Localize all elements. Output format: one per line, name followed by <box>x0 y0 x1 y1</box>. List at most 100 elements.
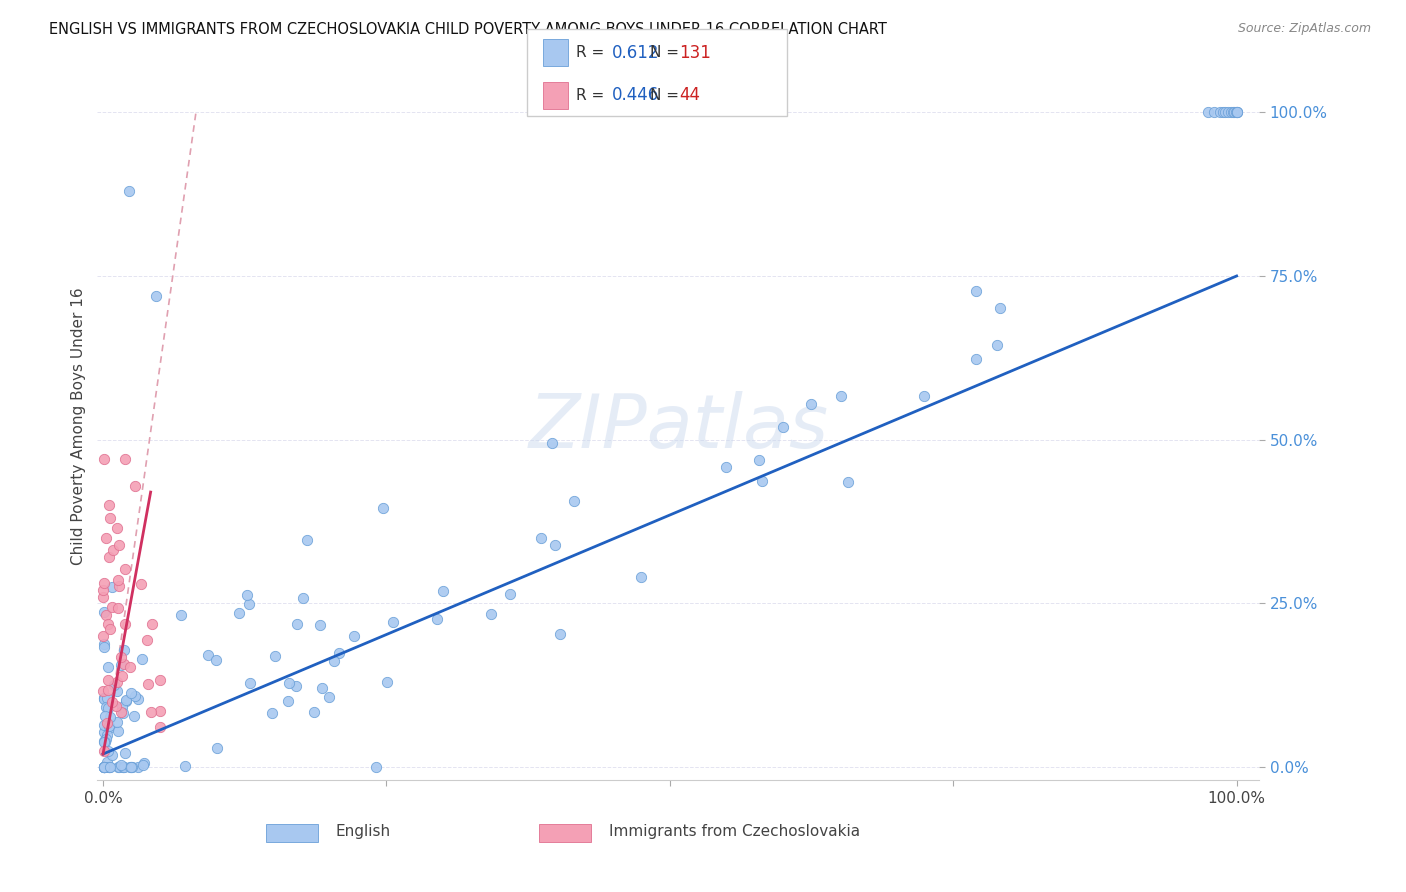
Point <box>138 677 160 691</box>
Point <box>118 660 141 674</box>
Point <box>174 758 197 772</box>
Point <box>97 683 120 698</box>
Point <box>118 184 141 198</box>
Point <box>120 760 142 774</box>
Point <box>93 691 115 706</box>
Point <box>292 591 315 605</box>
Point <box>94 531 117 545</box>
Point <box>141 617 163 632</box>
Point <box>112 642 135 657</box>
Point <box>97 744 120 758</box>
Point <box>318 690 340 704</box>
Point <box>94 699 117 714</box>
Point <box>122 709 145 723</box>
Point <box>96 691 118 706</box>
Point <box>103 678 125 692</box>
Point <box>91 629 114 643</box>
Point <box>120 760 142 774</box>
Point <box>101 580 124 594</box>
Point <box>93 637 115 651</box>
Point <box>91 583 114 598</box>
Text: 0.612: 0.612 <box>612 44 659 62</box>
Point <box>107 579 129 593</box>
Point <box>96 732 118 747</box>
Point <box>108 538 131 552</box>
Point <box>322 654 344 668</box>
Point <box>1226 105 1249 120</box>
Point <box>100 622 122 636</box>
Point <box>630 570 652 584</box>
Point <box>98 550 121 565</box>
Point <box>110 699 132 714</box>
Y-axis label: Child Poverty Among Boys Under 16: Child Poverty Among Boys Under 16 <box>72 288 86 566</box>
Point <box>121 760 143 774</box>
Text: R =: R = <box>576 45 610 60</box>
Point <box>93 760 115 774</box>
Point <box>97 760 120 774</box>
Point <box>97 700 120 714</box>
Point <box>98 719 121 733</box>
Point <box>207 741 229 756</box>
Point <box>1212 105 1234 120</box>
Point <box>302 706 325 720</box>
Point <box>93 760 115 774</box>
Point <box>110 757 132 772</box>
Point <box>278 675 301 690</box>
Point <box>309 618 332 632</box>
Point <box>97 660 120 674</box>
Point <box>426 612 449 626</box>
Point <box>108 760 131 774</box>
Point <box>295 533 318 548</box>
Point <box>714 459 737 474</box>
Point <box>101 694 124 708</box>
Point <box>127 760 149 774</box>
Text: N =: N = <box>650 45 683 60</box>
Point <box>149 720 172 734</box>
Point <box>97 760 120 774</box>
Text: N =: N = <box>650 88 683 103</box>
Point <box>93 575 115 590</box>
FancyBboxPatch shape <box>266 824 318 842</box>
Point <box>127 692 149 706</box>
Point <box>93 734 115 748</box>
Point <box>93 640 115 654</box>
Point <box>112 760 135 774</box>
Point <box>110 650 132 665</box>
Point <box>479 607 502 621</box>
Point <box>111 760 134 774</box>
Point <box>96 716 118 731</box>
Point <box>205 652 228 666</box>
Point <box>96 756 118 770</box>
Point <box>311 681 333 695</box>
Point <box>988 301 1011 316</box>
Point <box>364 760 387 774</box>
Point <box>111 669 134 683</box>
Point <box>98 511 121 525</box>
Point <box>114 616 136 631</box>
Point <box>1202 105 1225 120</box>
Point <box>986 338 1008 352</box>
Point <box>94 709 117 723</box>
Point <box>110 657 132 672</box>
Point <box>96 728 118 742</box>
Point <box>105 521 128 535</box>
Point <box>93 452 115 467</box>
Point <box>112 657 135 672</box>
Point <box>1208 105 1230 120</box>
Point <box>93 760 115 774</box>
Point <box>101 747 124 762</box>
Point <box>381 615 404 629</box>
Point <box>101 543 124 558</box>
Point <box>93 744 115 758</box>
Point <box>1223 105 1246 120</box>
Point <box>93 760 115 774</box>
Point <box>114 451 136 466</box>
Point <box>98 498 121 512</box>
Point <box>149 704 172 718</box>
Point <box>375 674 398 689</box>
Point <box>100 600 122 615</box>
Point <box>131 577 153 591</box>
Point <box>1220 105 1243 120</box>
Point <box>499 587 522 601</box>
Point <box>564 493 586 508</box>
